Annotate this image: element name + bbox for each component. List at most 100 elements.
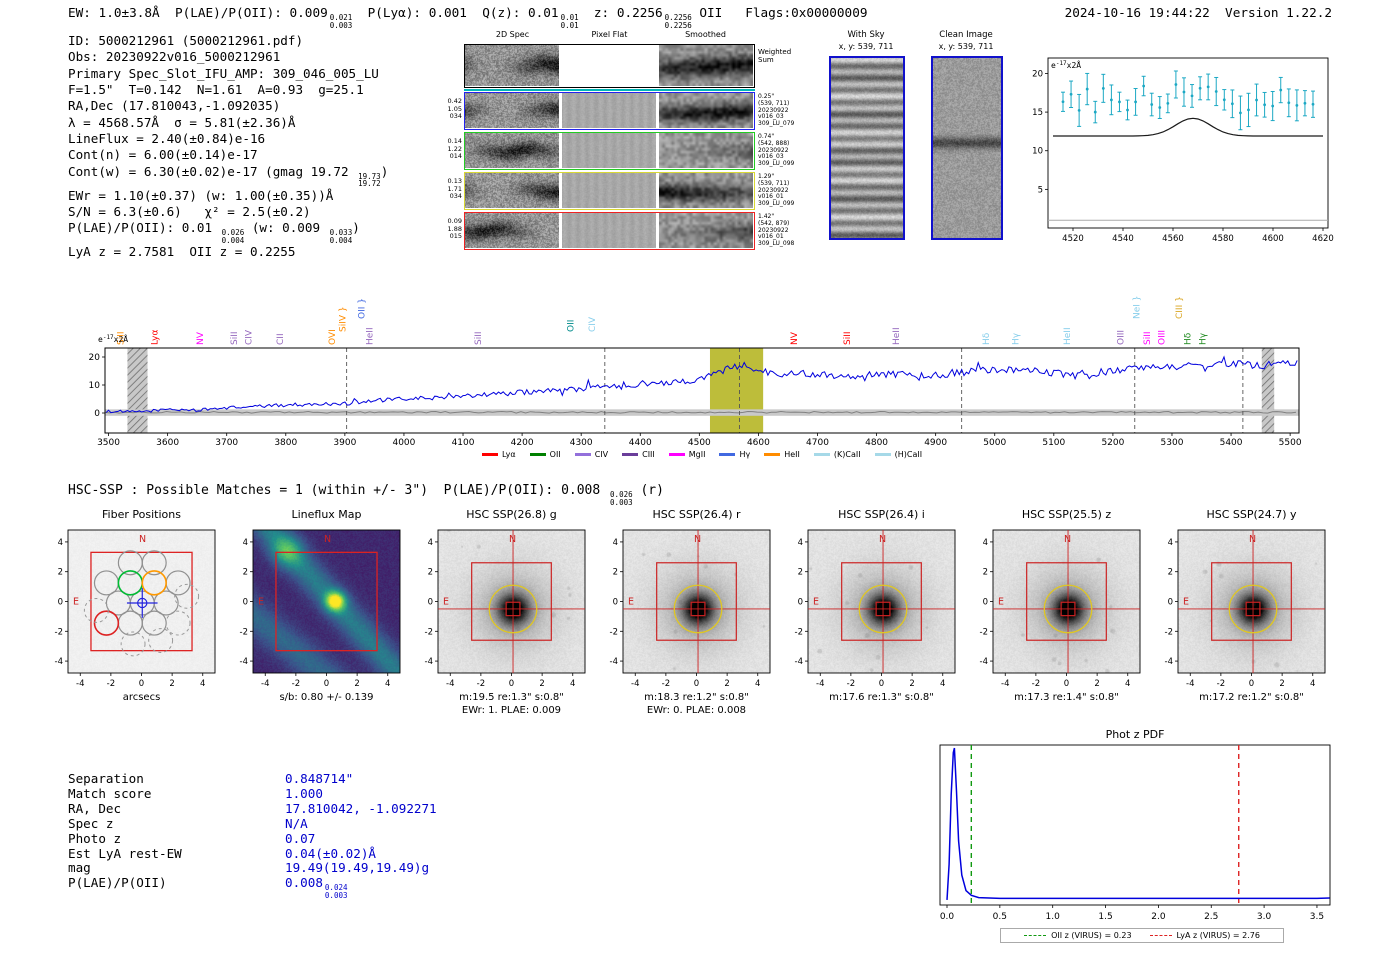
match-value: 17.810042, -1.092271 [285,800,437,816]
weighted-sum-label-line: Weighted [758,48,792,56]
spectrum-xtick-label: 3900 [333,438,356,448]
cutout-xtick-label: -2 [107,679,115,689]
fiber-2d-image [465,93,559,128]
info-line-0: ID: 5000212961 (5000212961.pdf) [68,33,388,49]
spectrum-xtick-label: 5100 [1042,438,1065,448]
cutout-xtick-label: 0 [1249,679,1254,689]
emission-line-label: OII [567,320,577,332]
fiber-meta-line: v016_03 [758,113,784,121]
error-line [104,410,1297,414]
fiber-row-meta: 1.42" (542, 879) 20230922 v016_01 309_LU_098 [758,213,794,248]
spectrum-units-label: e-17x2Å [98,334,128,344]
cutout-xtick-label: -2 [477,679,485,689]
cutout-image-map-1 [253,530,400,673]
emission-line-label: Hγ [1011,332,1021,345]
info-line-8: Cont(w) = 6.30(±0.02)e-17 (gmag 19.72 19… [68,164,388,188]
fiber-weight-line: 0.42 [447,97,462,105]
fiber-smoothed-image [659,173,753,208]
cutout-caption-4-0: m:17.6 re:1.3" s:0.8" [829,692,934,703]
inset-data-point [1295,103,1299,107]
fiber-meta-line: 1.29" [758,173,775,180]
cutout-title-0: Fiber Positions [102,508,181,521]
cutout-ytick-label: 0 [1168,598,1173,608]
match-label: mag [68,860,91,876]
cutout-xtick-label: 0 [324,679,329,689]
photz-xtick-label: 1.0 [1046,912,1061,922]
with-sky-xy: x, y: 539, 711 [838,42,894,51]
fiber-cutout-row [464,172,755,210]
fiber-weight-line: 1.22 [447,144,462,153]
header-qz-sup: 0.01 [560,13,579,22]
cutout-xtick-label: 2 [1279,679,1284,689]
cutout-title-2: HSC SSP(26.8) g [466,508,557,521]
fiber-meta-line: 20230922 [758,106,789,114]
legend-label: CIII [642,450,655,459]
emission-line-label: NV [790,331,800,345]
spec2d-col-header: 2D Spec [495,30,530,39]
match-value: N/A [285,815,308,831]
emission-line-label: CIII } [1175,296,1185,319]
match-value: 0.008 [285,875,323,891]
fiber-smoothed-image [659,213,753,248]
fiber-meta-line: v016_01 [758,233,784,241]
header-plae-sup: 0.021 [329,13,353,22]
fiber-meta-line: 309_LU_099 [758,200,795,208]
cutout-xtick-label: -4 [816,679,824,689]
inset-data-point [1230,102,1234,106]
inset-data-point [1271,104,1275,108]
cutout-xtick-label: 2 [909,679,914,689]
legend-label: (K)CaII [833,450,861,459]
emission-line-label: SiII [1143,331,1153,345]
fiber-weight-line: 1.88 [447,224,462,233]
fiber-meta-line: v016_01 [758,193,784,201]
cutout-xtick-label: -4 [1001,679,1009,689]
legend-swatch [874,453,891,456]
match-row-mag: mag 19.49(19.49,19.49)g [68,860,437,876]
weighted-2d-image [465,45,559,86]
inset-ytick-label: 5 [1038,185,1043,195]
cutout-ytick-label: 2 [243,568,248,578]
inset-data-point [1214,90,1218,93]
legend-label: Lyα [501,450,516,459]
inset-ytick-label: 15 [1032,108,1043,118]
legend-item-mgii: MgII [668,450,705,459]
info-text: Cont(w) = 6.30(±0.02)e-17 (gmag 19.72 [68,163,357,179]
cutout-ytick-label: -4 [610,657,618,667]
spectrum-xtick-label: 5200 [1101,438,1124,448]
fiber-meta-line: (542, 879) [758,219,790,227]
cutout-caption-2-1: EWr: 1. PLAE: 0.009 [461,705,562,716]
inset-xtick-label: 4540 [1112,234,1134,244]
emission-line-label: OVI [328,329,338,345]
fiber-weight-line: 0.09 [447,217,462,225]
info-text: RA,Dec (17.810043,-1.092035) [68,98,281,114]
info-text: LyA z = 2.7581 OII z = 0.2255 [68,244,296,260]
inset-data-point [1085,87,1089,91]
clean-image-xy: x, y: 539, 711 [938,42,994,51]
match-label: Separation [68,771,144,786]
inset-data-point [1069,92,1073,96]
inset-data-point [1093,110,1097,114]
legend-label: CIV [594,450,609,459]
inset-data-point [1239,111,1242,115]
emission-line-label: CIV [245,329,255,345]
error-band [105,409,1299,416]
cutout-xtick-label: 2 [169,679,174,689]
cutout-xtick-label: 0 [1064,679,1069,689]
emission-line-label: CIV [588,316,598,332]
spectrum-legend: Lyα OII CIV CIII MgII Hγ HeII (K)CaII (H)CaII [105,450,1299,459]
inset-data-point [1287,101,1291,105]
fiber-row-meta: 1.29" (539, 711) 20230922 v016_01 309_LU_099 [758,173,795,208]
match-row-match-score: Match score 1.000 [68,786,437,802]
match-value: 0.07 [285,830,316,846]
legend-swatch [622,453,639,456]
header-z-sub: 0.2256 [664,20,692,30]
inset-data-point [1311,102,1315,106]
cutout-ytick-label: 2 [428,568,433,578]
with-sky-panel [829,56,905,240]
spectrum-xtick-label: 3800 [274,438,297,448]
legend-item-h: Hγ [719,450,750,459]
cutout-xtick-label: 4 [1310,679,1315,689]
cutout-xtick-label: -4 [631,679,639,689]
cutout-xtick-label: 0 [694,679,699,689]
fiber-meta-line: 20230922 [758,226,789,234]
